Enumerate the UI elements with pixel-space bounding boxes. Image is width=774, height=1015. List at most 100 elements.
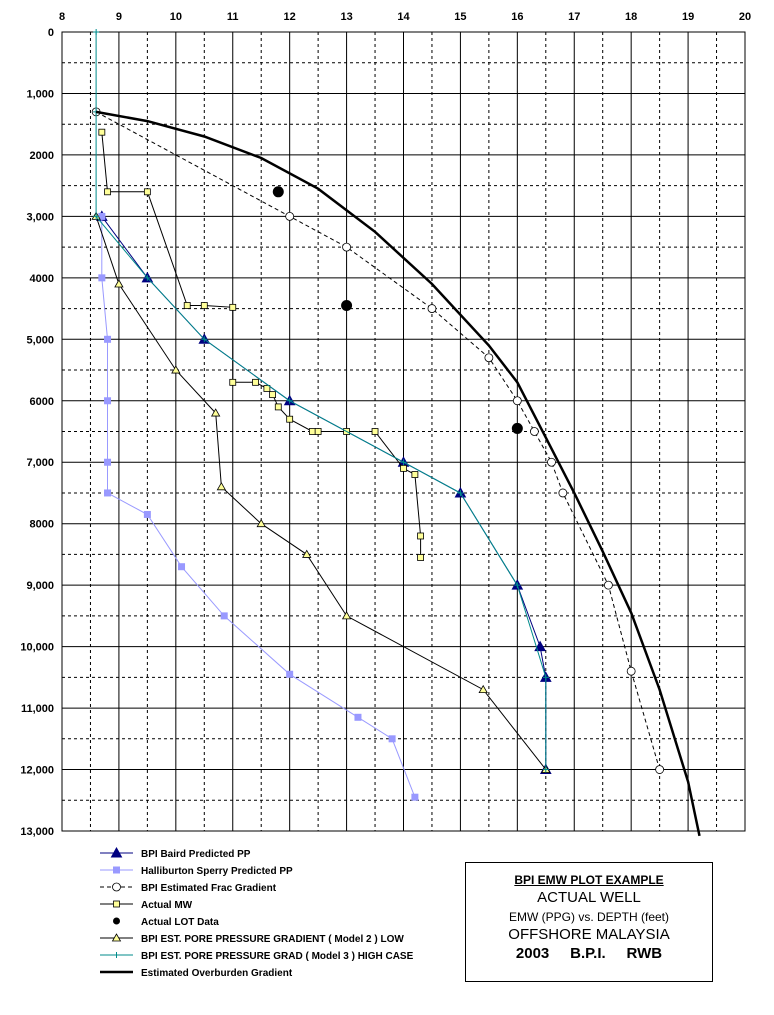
legend-swatch-marker [113,917,120,925]
legend-label: BPI Baird Predicted PP [141,849,251,860]
legend-item: BPI Estimated Frac Gradient [100,882,277,894]
data-point [514,582,521,589]
series-1 [98,212,419,801]
y-tick-label: 1,000 [26,88,54,100]
data-point [201,336,208,343]
x-tick-label: 9 [116,11,122,23]
data-point [626,666,636,676]
data-point [210,408,221,417]
legend-item: BPI EST. PORE PRESSURE GRAD ( Model 3 ) … [100,951,414,962]
data-point [309,428,316,435]
info-title: BPI EMW PLOT EXAMPLE [514,873,664,887]
data-point [171,365,181,374]
y-tick-label: 0 [48,27,54,39]
legend-item: Halliburton Sperry Predicted PP [100,866,293,877]
info-credits: 2003 B.P.I. RWB [515,945,663,962]
data-point [216,482,227,491]
y-tick-label: 13,000 [20,826,54,838]
data-point [252,378,259,386]
data-point [269,391,276,399]
legend-item: Actual MW [100,900,193,911]
data-point [534,640,546,652]
series-3 [98,128,424,561]
legend-label: BPI Estimated Frac Gradient [141,883,277,894]
series-line [95,110,701,837]
y-tick-label: 4000 [30,273,54,285]
data-point [144,274,151,281]
data-point [104,335,112,343]
legend-swatch-marker [111,933,122,942]
series-2 [91,107,665,774]
data-point [178,563,186,571]
x-tick-label: 18 [625,11,637,23]
x-tick-label: 11 [227,11,239,23]
data-point [427,304,437,313]
data-point [558,488,568,498]
x-tick-label: 10 [170,11,182,23]
x-tick-label: 19 [682,11,694,23]
data-point [411,793,419,801]
data-point [388,735,396,743]
y-tick-label: 11,000 [21,703,54,715]
y-tick-label: 6000 [30,396,54,408]
data-point [478,684,488,694]
legend-item: BPI Baird Predicted PP [100,846,251,860]
data-point [655,765,665,774]
data-point [229,303,237,311]
series-5 [91,211,551,773]
data-point [512,396,522,406]
data-point [354,713,362,721]
data-point [98,128,106,136]
data-point [263,385,271,392]
y-tick-label: 3,000 [26,211,54,223]
data-point [183,302,191,309]
series-7 [95,110,701,837]
y-tick-label: 9,000 [26,580,54,592]
data-point [530,427,539,436]
legend-swatch-marker [113,866,120,874]
series-4 [272,186,523,434]
legend: BPI Baird Predicted PP Halliburton Sperry… [100,846,414,979]
info-subtitle: ACTUAL WELL [537,889,641,906]
legend-swatch-marker [112,882,121,892]
legend-label: Halliburton Sperry Predicted PP [141,866,293,877]
legend-label: Actual LOT Data [141,917,219,928]
data-point [342,242,351,252]
data-point [200,302,208,309]
x-tick-label: 17 [568,11,580,23]
legend-swatch-marker [113,900,120,908]
legend-label: BPI EST. PORE PRESSURE GRAD ( Model 3 ) … [141,951,414,962]
data-point [220,612,228,620]
x-tick-label: 16 [511,11,523,23]
data-point [371,428,379,435]
data-point [104,458,112,466]
y-tick-label: 5,000 [26,334,54,346]
data-point [400,459,407,466]
data-point [286,415,294,423]
y-tick-label: 2000 [30,150,54,162]
data-point [547,457,556,467]
y-tick-label: 12,000 [20,765,54,777]
data-point [417,554,424,561]
info-axes-description: EMW (PPG) vs. DEPTH (feet) [508,910,669,924]
data-point [93,213,100,220]
y-axis-tick-labels: 0 1,000 2000 3,000 4000 5,000 6000 7,000 8000 9,0… [20,27,54,838]
legend-label: Actual MW [141,900,193,911]
x-tick-label: 13 [340,11,352,23]
data-point [256,518,266,528]
legend-swatch-marker [113,952,120,958]
data-point [114,279,124,288]
plot-info-box: BPI EMW PLOT EXAMPLE ACTUAL WELL EMW (PP… [465,862,713,982]
data-point [104,397,112,405]
legend-swatch-marker [110,846,123,858]
data-point [542,766,549,773]
data-point [511,422,523,434]
x-tick-label: 15 [454,11,466,23]
data-point [417,532,424,540]
data-point [143,510,151,518]
data-point [285,211,295,221]
y-tick-label: 8000 [30,519,54,531]
data-point [302,549,312,558]
chart-grid [61,31,746,832]
